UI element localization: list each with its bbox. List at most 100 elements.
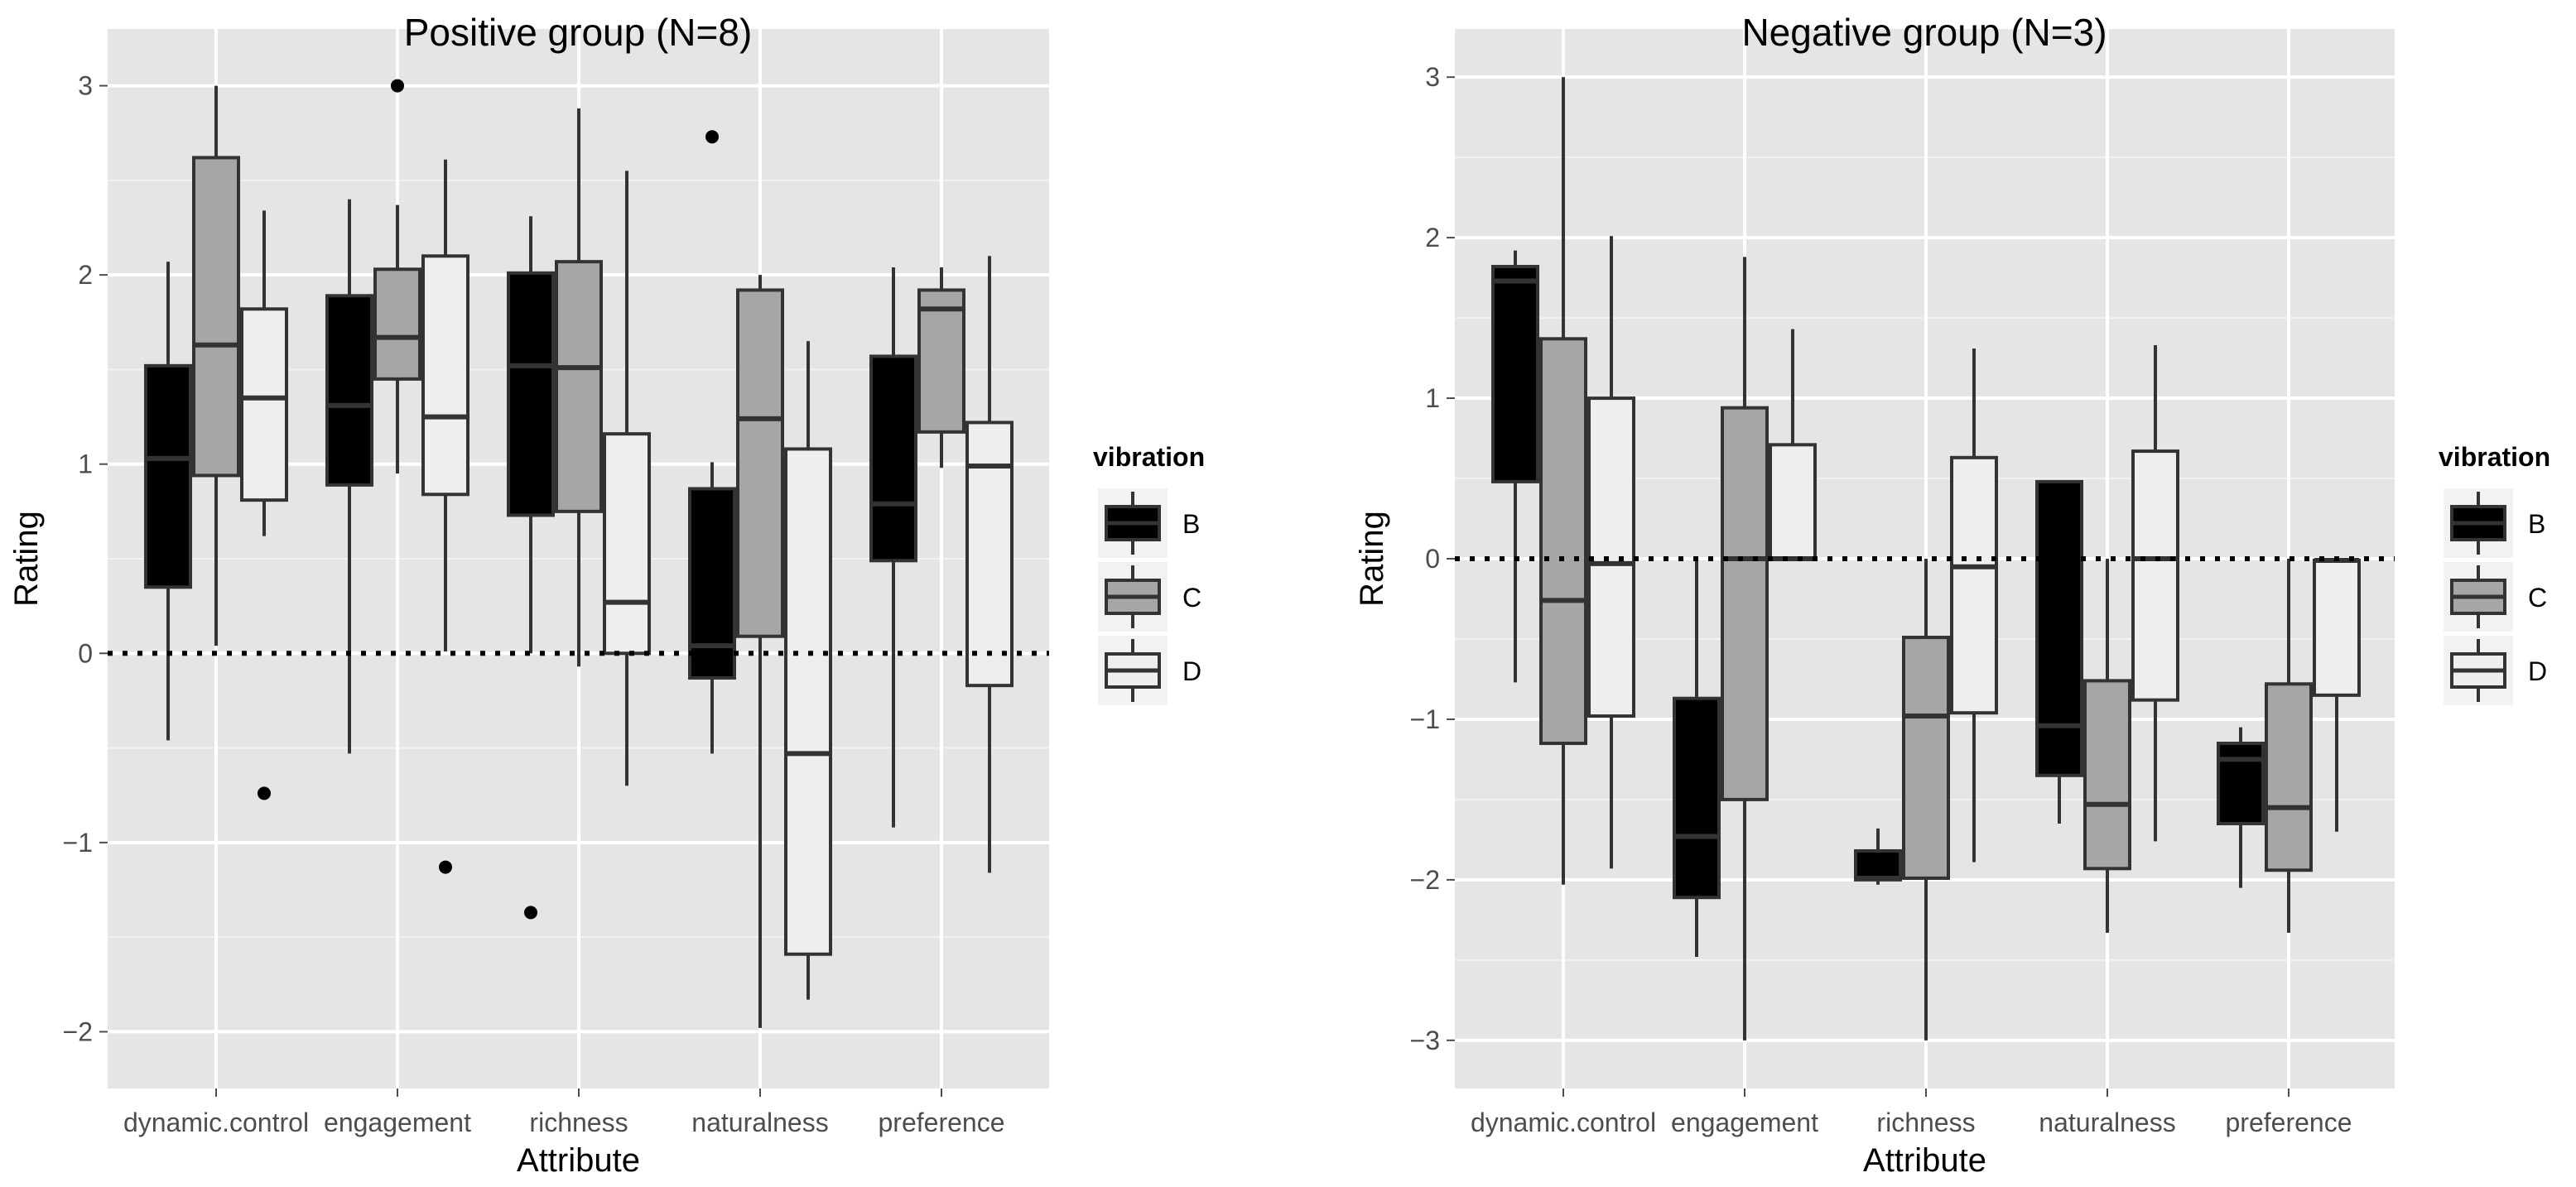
box-D-dynamic.control bbox=[1587, 236, 1635, 869]
box-iqr bbox=[1769, 443, 1817, 561]
box-C-dynamic.control bbox=[1539, 77, 1587, 885]
box-D-preference bbox=[2313, 557, 2361, 832]
x-tick-label: naturalness bbox=[691, 1108, 828, 1137]
outlier-point bbox=[391, 79, 404, 93]
box-iqr bbox=[144, 363, 192, 589]
y-tick-label: 2 bbox=[1425, 223, 1440, 252]
box-iqr bbox=[1673, 696, 1721, 900]
y-tick-label: −2 bbox=[63, 1016, 93, 1046]
y-tick-label: 3 bbox=[78, 71, 93, 101]
box-iqr bbox=[869, 354, 917, 563]
box-B-preference bbox=[2217, 727, 2265, 888]
box-B-dynamic.control bbox=[144, 262, 192, 741]
x-tick-label: engagement bbox=[324, 1108, 471, 1137]
chart-title: Positive group (N=8) bbox=[404, 11, 753, 54]
box-iqr bbox=[240, 307, 288, 502]
y-tick-label: −1 bbox=[63, 828, 93, 858]
outlier-point bbox=[258, 786, 271, 800]
box-iqr bbox=[2313, 558, 2361, 697]
x-tick-label: dynamic.control bbox=[123, 1108, 309, 1137]
box-C-richness bbox=[1902, 559, 1950, 1040]
box-C-naturalness bbox=[2083, 559, 2131, 933]
box-iqr bbox=[1721, 406, 1769, 801]
y-tick-label: −3 bbox=[1410, 1026, 1440, 1055]
box-iqr bbox=[688, 487, 736, 680]
box-iqr bbox=[784, 447, 832, 956]
x-tick-label: dynamic.control bbox=[1471, 1108, 1656, 1137]
box-iqr bbox=[965, 420, 1014, 688]
y-tick-label: −1 bbox=[1410, 704, 1440, 734]
box-D-engagement bbox=[1769, 329, 1817, 561]
legend-label-D: D bbox=[2528, 656, 2547, 686]
box-D-richness bbox=[1950, 348, 1998, 863]
box-D-engagement bbox=[421, 159, 469, 874]
panel-negative: −3 −2 −1 0 1 2 3 dynamic.control engagement richn… bbox=[1354, 11, 2550, 1179]
box-C-engagement bbox=[373, 79, 421, 474]
x-tick-label: preference bbox=[2226, 1108, 2352, 1137]
y-tick-label: 2 bbox=[78, 260, 93, 290]
legend-title: vibration bbox=[1093, 442, 1205, 472]
box-iqr bbox=[1491, 265, 1539, 483]
box-B-engagement bbox=[1673, 559, 1721, 957]
y-tick-label: 3 bbox=[1425, 62, 1440, 92]
chart-title: Negative group (N=3) bbox=[1741, 11, 2107, 54]
box-iqr bbox=[421, 254, 469, 497]
box-D-naturalness bbox=[2131, 345, 2179, 842]
y-tick-label: 1 bbox=[78, 449, 93, 479]
y-tick-label: 0 bbox=[78, 638, 93, 668]
x-tick-label: preference bbox=[879, 1108, 1005, 1137]
outlier-point bbox=[705, 130, 719, 144]
box-iqr bbox=[507, 271, 555, 517]
legend-label-B: B bbox=[1182, 509, 1200, 539]
x-tick-label: richness bbox=[529, 1108, 628, 1137]
legend-label-C: C bbox=[2528, 583, 2547, 613]
box-iqr bbox=[2265, 682, 2313, 872]
box-iqr bbox=[2217, 742, 2265, 825]
box-iqr bbox=[373, 267, 421, 381]
box-D-preference bbox=[965, 256, 1014, 873]
box-B-dynamic.control bbox=[1491, 250, 1539, 683]
box-iqr bbox=[2131, 449, 2179, 702]
box-iqr bbox=[2083, 679, 2131, 871]
box-B-naturalness bbox=[688, 130, 736, 754]
box-B-engagement bbox=[325, 199, 373, 754]
box-iqr bbox=[325, 294, 373, 487]
box-iqr bbox=[1539, 337, 1587, 746]
x-axis-label: Attribute bbox=[517, 1142, 640, 1179]
legend-title: vibration bbox=[2439, 442, 2550, 472]
box-B-preference bbox=[869, 267, 917, 828]
box-D-richness bbox=[603, 171, 651, 786]
legend-label-C: C bbox=[1182, 583, 1201, 613]
box-B-richness bbox=[1854, 828, 1902, 885]
y-tick-label: 1 bbox=[1425, 383, 1440, 413]
legend: vibration B C D bbox=[1093, 442, 1205, 705]
box-C-preference bbox=[2265, 559, 2313, 933]
box-B-richness bbox=[507, 216, 555, 920]
box-B-naturalness bbox=[2035, 479, 2083, 824]
outlier-point bbox=[439, 860, 452, 874]
y-tick-label: −2 bbox=[1410, 865, 1440, 895]
box-iqr bbox=[603, 432, 651, 656]
legend-label-D: D bbox=[1182, 656, 1201, 686]
x-tick-label: engagement bbox=[1671, 1108, 1818, 1137]
y-axis-label: Rating bbox=[1354, 511, 1390, 607]
box-C-richness bbox=[555, 108, 603, 667]
box-iqr bbox=[2035, 479, 2083, 777]
legend: vibration B C D bbox=[2439, 442, 2550, 705]
box-C-dynamic.control bbox=[192, 85, 240, 646]
box-iqr bbox=[736, 288, 784, 638]
box-D-dynamic.control bbox=[240, 210, 288, 800]
y-axis-label: Rating bbox=[8, 511, 45, 607]
box-iqr bbox=[555, 260, 603, 513]
box-C-preference bbox=[917, 267, 965, 469]
outlier-point bbox=[524, 906, 537, 920]
box-iqr bbox=[1854, 848, 1902, 882]
x-tick-label: richness bbox=[1876, 1108, 1975, 1137]
legend-label-B: B bbox=[2528, 509, 2545, 539]
box-C-naturalness bbox=[736, 275, 784, 1028]
x-axis-label: Attribute bbox=[1863, 1142, 1986, 1179]
box-iqr bbox=[917, 288, 965, 434]
box-iqr bbox=[192, 156, 240, 478]
box-iqr bbox=[1587, 396, 1635, 718]
